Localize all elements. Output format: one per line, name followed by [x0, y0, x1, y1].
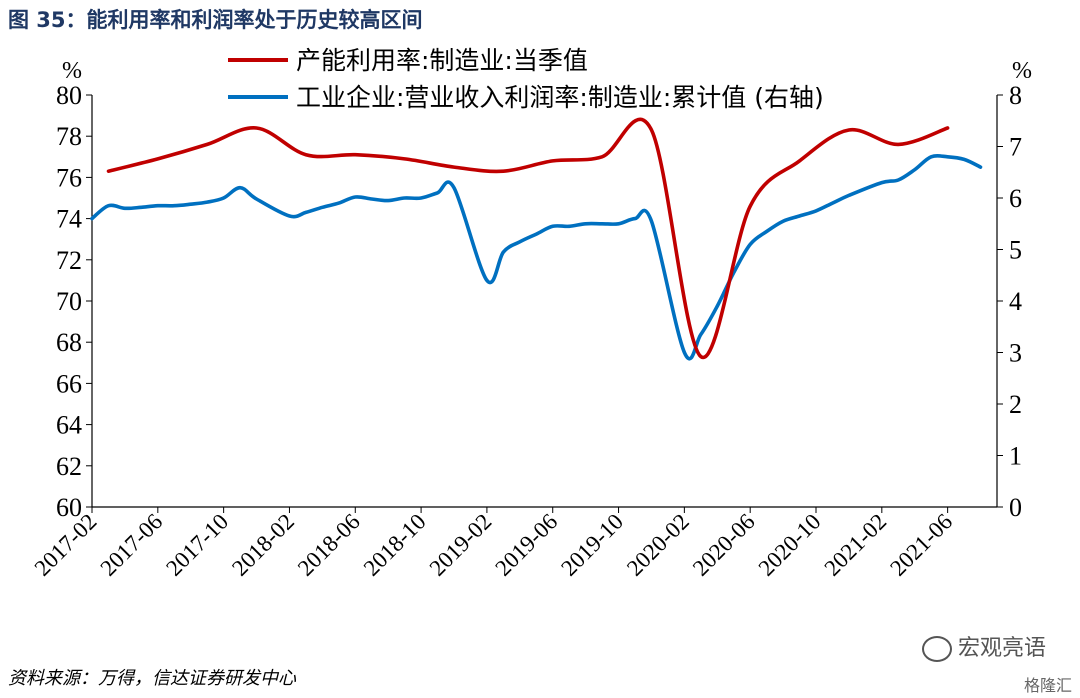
x-tick-label: 2019-06: [490, 509, 562, 581]
source-note: 资料来源：万得，信达证券研发中心: [8, 668, 296, 689]
watermark-secondary: 格隆汇: [1023, 676, 1072, 695]
figure-title: 图 35：能利用率和利润率处于历史较高区间: [8, 8, 423, 32]
right-tick-label: 2: [1009, 390, 1022, 419]
left-tick-label: 62: [56, 452, 82, 481]
series-layer: [90, 117, 983, 361]
x-tick-label: 2021-06: [885, 509, 957, 581]
wechat-icon: [921, 636, 952, 662]
x-tick-label: 2018-06: [293, 509, 365, 581]
left-tick-label: 70: [56, 287, 82, 316]
legend-label-2: 工业企业:营业收入利润率:制造业:累计值 (右轴): [296, 83, 824, 112]
right-tick-label: 4: [1009, 287, 1022, 316]
left-tick-label: 80: [56, 81, 82, 110]
left-tick-label: 74: [56, 205, 82, 234]
x-tick-label: 2018-10: [359, 509, 431, 581]
left-tick-label: 72: [56, 246, 82, 275]
right-tick-label: 6: [1009, 184, 1022, 213]
left-tick-label: 78: [56, 122, 82, 151]
x-tick-label: 2021-02: [819, 509, 891, 581]
right-tick-label: 7: [1009, 133, 1022, 162]
left-tick-label: 66: [56, 369, 82, 398]
right-tick-label: 8: [1009, 81, 1022, 110]
x-tick-label: 2019-02: [425, 509, 497, 581]
series-line-2: [90, 153, 983, 361]
right-unit-label: %: [1012, 58, 1032, 84]
x-tick-label: 2018-02: [227, 509, 299, 581]
x-tick-label: 2020-10: [754, 509, 826, 581]
left-tick-label: 76: [56, 163, 82, 192]
x-tick-label: 2020-02: [622, 509, 694, 581]
left-tick-label: 68: [56, 328, 82, 357]
left-tick-label: 64: [56, 411, 82, 440]
watermark-text: 宏观亮语: [957, 636, 1046, 661]
right-tick-label: 1: [1009, 442, 1022, 471]
x-tick-label: 2020-06: [688, 509, 760, 581]
series-line-1: [106, 117, 950, 360]
x-tick-label: 2017-10: [161, 509, 233, 581]
left-unit-label: %: [62, 58, 82, 84]
right-tick-label: 0: [1009, 493, 1022, 522]
watermark: 宏观亮语: [921, 630, 1046, 662]
x-tick-label: 2019-10: [556, 509, 628, 581]
legend-label-1: 产能利用率:制造业:当季值: [296, 46, 588, 75]
right-tick-label: 3: [1009, 339, 1022, 368]
left-tick-label: 60: [56, 493, 82, 522]
right-tick-label: 5: [1009, 236, 1022, 265]
x-tick-label: 2017-06: [95, 509, 167, 581]
